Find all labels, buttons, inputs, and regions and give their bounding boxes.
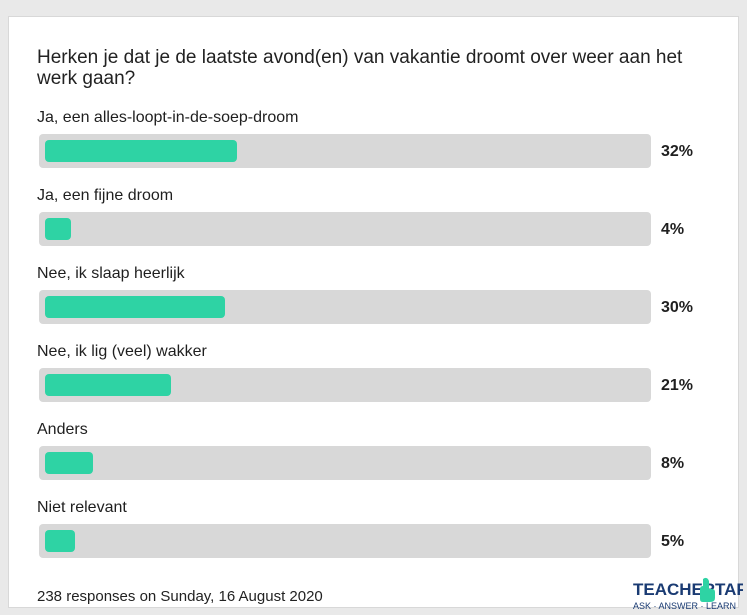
option-label: Anders	[37, 421, 88, 438]
poll-option: Niet relevant 5%	[37, 499, 727, 561]
percent-label: 5%	[661, 533, 685, 550]
bar-track	[39, 134, 651, 168]
bar-fill	[45, 218, 71, 240]
poll-option: Nee, ik slaap heerlijk 30%	[37, 265, 727, 327]
bar-fill	[45, 530, 75, 552]
poll-option: Ja, een fijne droom 4%	[37, 187, 727, 249]
bar-fill	[45, 452, 93, 474]
bar-fill	[45, 374, 171, 396]
bar-track	[39, 446, 651, 480]
tap-finger-icon	[700, 577, 715, 602]
percent-label: 30%	[661, 299, 694, 316]
poll-option: Ja, een alles-loopt-in-de-soep-droom 32%	[37, 109, 727, 171]
option-label: Nee, ik slaap heerlijk	[37, 265, 185, 282]
logo-word-tapp: TAPP	[715, 580, 743, 599]
bar-fill	[45, 296, 225, 318]
logo-word-teacher: TEACHER	[633, 580, 715, 599]
poll-card: Herken je dat je de laatste avond(en) va…	[8, 16, 743, 611]
bar-track	[39, 524, 651, 558]
question-title: Herken je dat je de laatste avond(en) va…	[37, 47, 683, 89]
responses-summary: 238 responses on Sunday, 16 August 2020	[37, 588, 323, 605]
option-label: Ja, een alles-loopt-in-de-soep-droom	[37, 109, 299, 126]
poll-option: Anders 8%	[37, 421, 727, 483]
percent-label: 4%	[661, 221, 685, 238]
option-label: Ja, een fijne droom	[37, 187, 174, 204]
percent-label: 32%	[661, 143, 694, 160]
logo-tagline: ASK · ANSWER · LEARN	[633, 601, 736, 611]
bar-track	[39, 290, 651, 324]
percent-label: 8%	[661, 455, 685, 472]
bar-fill	[45, 140, 237, 162]
option-label: Niet relevant	[37, 499, 127, 516]
poll-option: Nee, ik lig (veel) wakker 21%	[37, 343, 727, 405]
option-label: Nee, ik lig (veel) wakker	[37, 343, 207, 360]
bar-track	[39, 212, 651, 246]
percent-label: 21%	[661, 377, 694, 394]
teacher-tapp-logo: TEACHER TAPP ASK · ANSWER · LEARN	[633, 577, 743, 611]
bar-track	[39, 368, 651, 402]
